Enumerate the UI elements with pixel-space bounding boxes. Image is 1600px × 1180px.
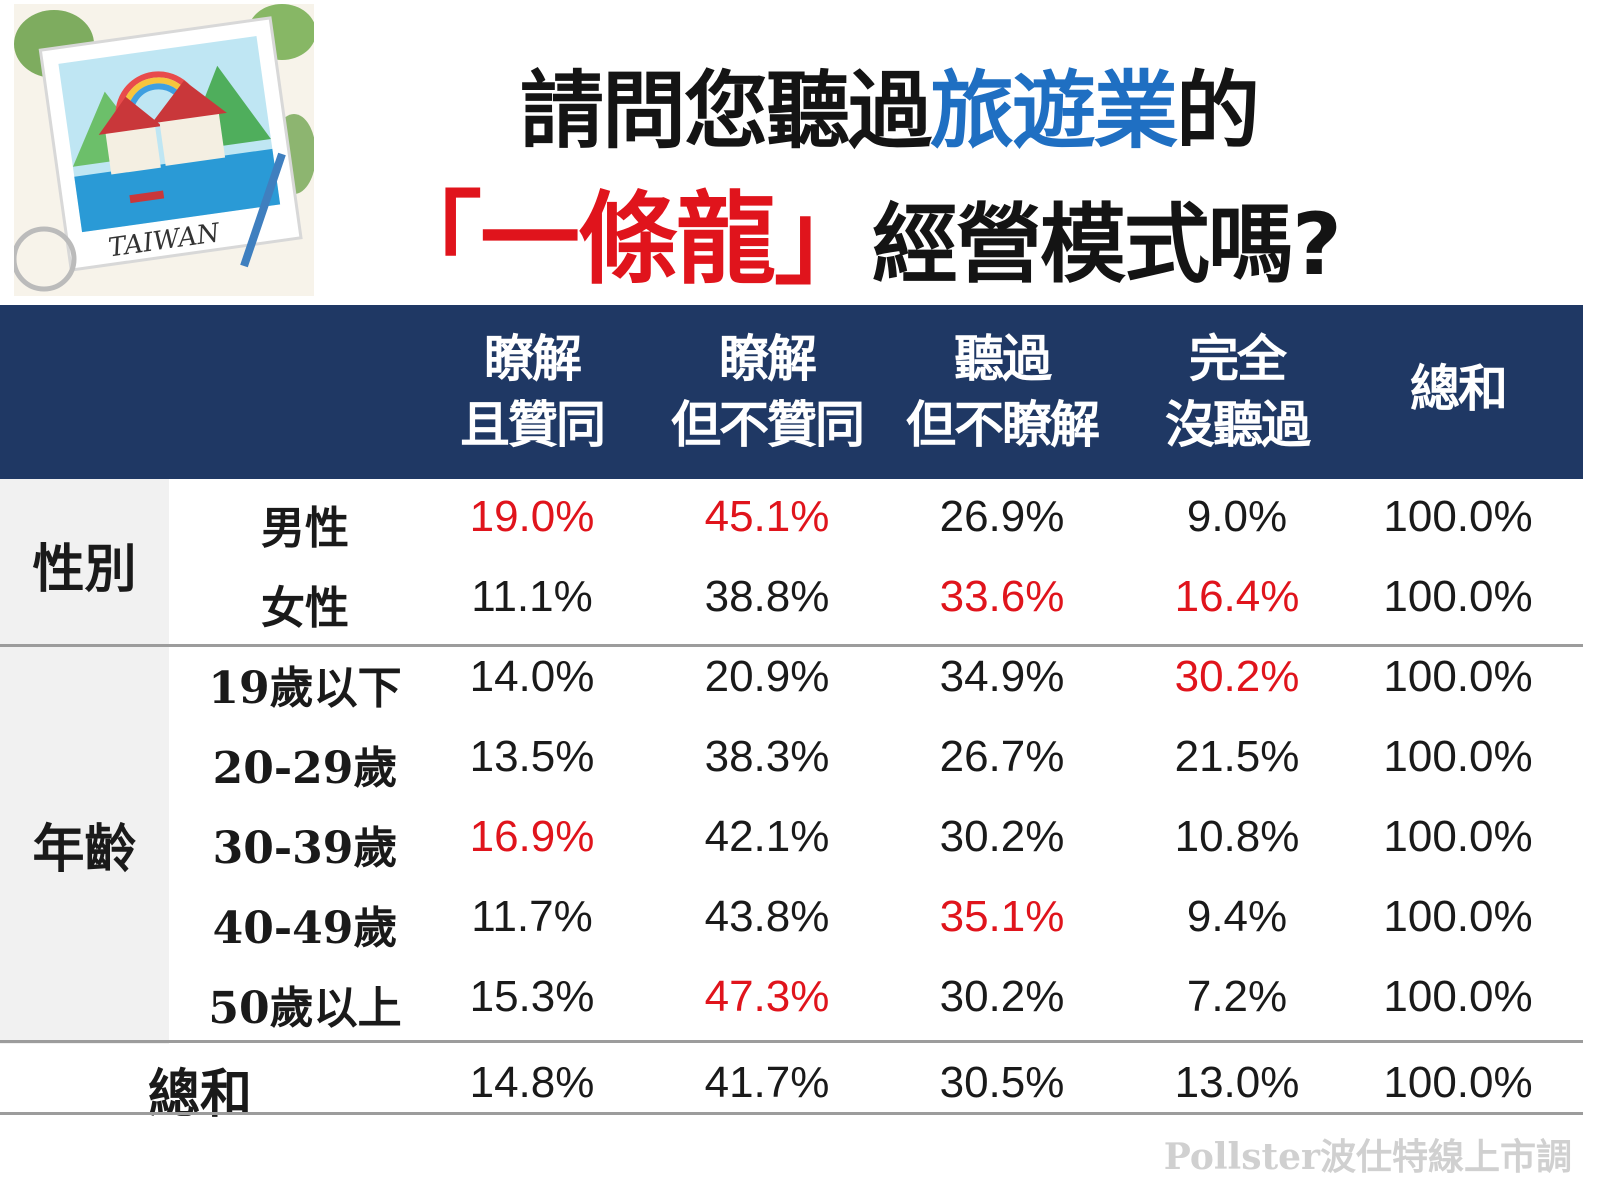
table-cell: 19.0% <box>469 492 595 541</box>
column-header-line: 完全 <box>1189 330 1287 388</box>
column-header-line: 但不贊同 <box>671 396 865 454</box>
title-highlight-blue: 旅遊業 <box>930 62 1178 160</box>
table-cell: 9.0% <box>1186 492 1288 541</box>
total-cell: 100.0% <box>1383 1058 1533 1107</box>
total-cell: 41.7% <box>704 1058 830 1107</box>
table-cell: 100.0% <box>1383 892 1533 941</box>
table-cell: 21.5% <box>1174 732 1300 781</box>
column-header: 瞭解 但不贊同 <box>652 326 882 458</box>
column-header-line: 瞭解 <box>484 330 582 388</box>
table-cell: 100.0% <box>1383 812 1533 861</box>
column-header: 完全 沒聽過 <box>1122 326 1352 458</box>
group-label: 性別 <box>32 540 137 600</box>
chart-title-line2: 「一條龍」經營模式嗎? <box>382 158 1342 303</box>
table-cell: 10.8% <box>1174 812 1300 861</box>
column-header-line: 瞭解 <box>719 330 817 388</box>
row-label: 女性 <box>261 583 349 634</box>
table-cell: 100.0% <box>1383 972 1533 1021</box>
table-cell: 11.1% <box>471 572 593 621</box>
column-header-line: 沒聽過 <box>1165 396 1311 454</box>
table-cell: 9.4% <box>1186 892 1288 941</box>
table-cell: 38.8% <box>704 572 830 621</box>
title-part: 的 <box>1176 62 1260 160</box>
row-label: 30-39歲 <box>212 823 398 874</box>
table-cell: 30.2% <box>939 812 1065 861</box>
table-cell: 45.1% <box>704 492 830 541</box>
table-cell: 33.6% <box>939 572 1065 621</box>
row-label: 40-49歲 <box>212 903 398 954</box>
total-cell: 14.8% <box>469 1058 595 1107</box>
table-cell: 16.4% <box>1174 572 1300 621</box>
table-cell: 100.0% <box>1383 572 1533 621</box>
title-highlight-red: 「一條龍」 <box>382 181 874 298</box>
total-cell: 13.0% <box>1174 1058 1300 1107</box>
table-cell: 7.2% <box>1186 972 1288 1021</box>
column-header-line: 總和 <box>1410 360 1508 418</box>
table-cell: 42.1% <box>704 812 830 861</box>
row-label: 19歲以下 <box>208 663 402 714</box>
table-divider <box>0 1112 1583 1115</box>
table-cell: 100.0% <box>1383 652 1533 701</box>
table-cell: 100.0% <box>1383 492 1533 541</box>
table-cell: 13.5% <box>469 732 595 781</box>
table-cell: 43.8% <box>704 892 830 941</box>
column-header: 聽過 但不瞭解 <box>887 326 1117 458</box>
column-header-line: 聽過 <box>954 330 1052 388</box>
title-part: 經營模式嗎? <box>872 195 1342 295</box>
table-cell: 11.7% <box>471 892 593 941</box>
table-cell: 30.2% <box>1174 652 1300 701</box>
table-cell: 20.9% <box>704 652 830 701</box>
table-cell: 16.9% <box>469 812 595 861</box>
table-divider <box>0 1040 1583 1043</box>
taiwan-illustration: TAIWAN <box>14 4 314 296</box>
table-header-band <box>0 305 1583 479</box>
row-label: 20-29歲 <box>212 743 398 794</box>
column-header-line: 但不瞭解 <box>906 396 1100 454</box>
table-divider <box>0 644 1583 647</box>
table-cell: 38.3% <box>704 732 830 781</box>
row-label: 男性 <box>261 503 349 554</box>
table-cell: 30.2% <box>939 972 1065 1021</box>
row-label-background <box>0 479 169 1044</box>
table-cell: 14.0% <box>469 652 595 701</box>
group-label: 年齡 <box>32 820 137 880</box>
column-header: 瞭解 且贊同 <box>417 326 647 458</box>
total-cell: 30.5% <box>939 1058 1065 1107</box>
table-cell: 47.3% <box>704 972 830 1021</box>
watermark: Pollster波仕特線上市調 <box>1163 1136 1572 1178</box>
table-cell: 35.1% <box>939 892 1065 941</box>
table-cell: 34.9% <box>939 652 1065 701</box>
table-cell: 26.9% <box>939 492 1065 541</box>
title-part: 請問您聽過 <box>520 62 932 160</box>
chart-title-line1: 請問您聽過旅遊業的 <box>520 44 1260 165</box>
table-cell: 15.3% <box>469 972 595 1021</box>
column-header-line: 且贊同 <box>460 396 606 454</box>
table-cell: 26.7% <box>939 732 1065 781</box>
row-label: 50歲以上 <box>208 983 402 1034</box>
table-cell: 100.0% <box>1383 732 1533 781</box>
column-header: 總和 <box>1343 326 1573 422</box>
total-row-label: 總和 <box>147 1065 252 1125</box>
